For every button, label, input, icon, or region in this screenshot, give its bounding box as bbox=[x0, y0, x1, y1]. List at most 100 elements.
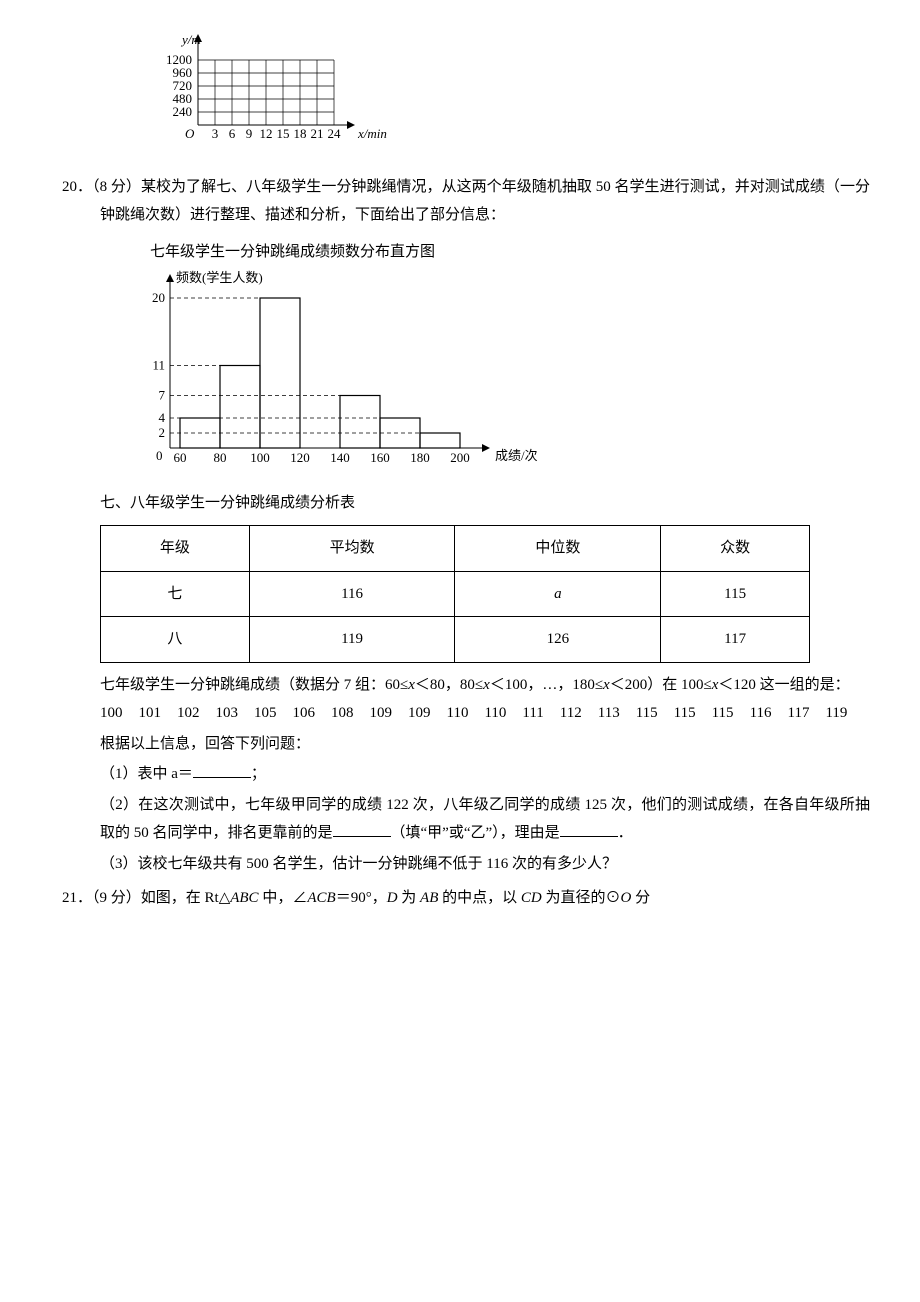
q21-i: 的中点，以 bbox=[438, 890, 521, 906]
q21-j: CD bbox=[521, 890, 542, 906]
table-cell: 八 bbox=[101, 617, 250, 663]
q20-histogram: 七年级学生一分钟跳绳成绩频数分布直方图 频数(学生人数) 0 60 80 100 12… bbox=[140, 238, 870, 479]
svg-text:6: 6 bbox=[229, 126, 236, 141]
data-value: 101 bbox=[139, 699, 162, 728]
histogram-title: 七年级学生一分钟跳绳成绩频数分布直方图 bbox=[150, 238, 870, 267]
table-header: 众数 bbox=[661, 526, 810, 572]
svg-text:12: 12 bbox=[260, 126, 273, 141]
data-value: 113 bbox=[598, 699, 620, 728]
q21: 21．（9 分）如图，在 Rt△ABC 中，∠ACB＝90°，D 为 AB 的中… bbox=[50, 884, 870, 913]
q20-table: 年级平均数中位数众数 七116a115 八119126117 bbox=[100, 525, 810, 663]
svg-text:24: 24 bbox=[328, 126, 342, 141]
table-cell: 117 bbox=[661, 617, 810, 663]
data-value: 106 bbox=[293, 699, 316, 728]
data-value: 119 bbox=[825, 699, 847, 728]
svg-text:18: 18 bbox=[294, 126, 307, 141]
table-cell: a bbox=[455, 571, 661, 617]
q21-k: 为直径的⊙ bbox=[542, 890, 621, 906]
data-value: 115 bbox=[674, 699, 696, 728]
svg-text:720: 720 bbox=[173, 78, 193, 93]
chart1-svg: y/m O x/min 2404807209601200 369 12 15 18 21… bbox=[150, 30, 400, 150]
q20-data-desc: 七年级学生一分钟跳绳成绩（数据分 7 组：60≤x＜80，80≤x＜100，…，… bbox=[50, 671, 870, 700]
svg-text:60: 60 bbox=[174, 450, 187, 465]
svg-text:9: 9 bbox=[246, 126, 253, 141]
svg-text:240: 240 bbox=[173, 104, 193, 119]
chart1-container: y/m O x/min 2404807209601200 369 12 15 18 21… bbox=[150, 30, 870, 161]
data-value: 112 bbox=[560, 699, 582, 728]
blank-a[interactable] bbox=[193, 762, 251, 778]
svg-text:80: 80 bbox=[214, 450, 227, 465]
svg-text:1200: 1200 bbox=[166, 52, 192, 67]
svg-text:20: 20 bbox=[152, 290, 165, 305]
q20-text: 某校为了解七、八年级学生一分钟跳绳情况，从这两个年级随机抽取 50 名学生进行测… bbox=[100, 179, 870, 224]
svg-text:140: 140 bbox=[330, 450, 350, 465]
data-value: 109 bbox=[370, 699, 393, 728]
svg-text:2: 2 bbox=[159, 425, 166, 440]
svg-text:480: 480 bbox=[173, 91, 193, 106]
data-value: 103 bbox=[216, 699, 239, 728]
data-value: 110 bbox=[447, 699, 469, 728]
svg-text:x/min: x/min bbox=[357, 126, 387, 141]
svg-text:200: 200 bbox=[450, 450, 470, 465]
q20-number: 20．（8 分） bbox=[62, 179, 141, 195]
svg-text:7: 7 bbox=[159, 388, 166, 403]
blank-b[interactable] bbox=[333, 821, 391, 837]
q21-a: 如图，在 Rt△ bbox=[141, 890, 230, 906]
data-value: 117 bbox=[788, 699, 810, 728]
q20-sub1: （1）表中 a＝ ； bbox=[50, 760, 870, 789]
q20-sub1-label: （1）表中 a＝ bbox=[100, 766, 193, 782]
q20-data-list: 1001011021031051061081091091101101111121… bbox=[50, 699, 870, 728]
q20-prompt: 根据以上信息，回答下列问题： bbox=[50, 730, 870, 759]
svg-text:160: 160 bbox=[370, 450, 390, 465]
table-cell: 126 bbox=[455, 617, 661, 663]
data-value: 110 bbox=[484, 699, 506, 728]
data-value: 105 bbox=[254, 699, 277, 728]
data-value: 100 bbox=[100, 699, 123, 728]
svg-text:21: 21 bbox=[311, 126, 324, 141]
q21-e: ＝90°， bbox=[336, 890, 387, 906]
svg-text:15: 15 bbox=[277, 126, 290, 141]
table-cell: 七 bbox=[101, 571, 250, 617]
table-header: 中位数 bbox=[455, 526, 661, 572]
svg-text:3: 3 bbox=[212, 126, 219, 141]
q21-b: ABC bbox=[230, 890, 258, 906]
svg-text:960: 960 bbox=[173, 65, 193, 80]
table-cell: 119 bbox=[249, 617, 455, 663]
q21-l: O bbox=[621, 890, 632, 906]
q20: 20．（8 分）某校为了解七、八年级学生一分钟跳绳情况，从这两个年级随机抽取 5… bbox=[50, 173, 870, 230]
q20-sub3: （3）该校七年级共有 500 名学生，估计一分钟跳绳不低于 116 次的有多少人… bbox=[50, 850, 870, 879]
q20-sub2-c: ． bbox=[618, 825, 633, 841]
data-value: 116 bbox=[750, 699, 772, 728]
table-cell: 115 bbox=[661, 571, 810, 617]
q21-h: AB bbox=[420, 890, 438, 906]
data-value: 109 bbox=[408, 699, 431, 728]
q20-sub2-b: （填“甲”或“乙”），理由是 bbox=[391, 825, 560, 841]
q21-m: 分 bbox=[631, 890, 650, 906]
svg-text:100: 100 bbox=[250, 450, 270, 465]
q21-g: 为 bbox=[398, 890, 421, 906]
data-value: 102 bbox=[177, 699, 200, 728]
table-header: 年级 bbox=[101, 526, 250, 572]
svg-text:180: 180 bbox=[410, 450, 430, 465]
svg-text:120: 120 bbox=[290, 450, 310, 465]
q21-c: 中，∠ bbox=[259, 890, 308, 906]
svg-text:11: 11 bbox=[152, 358, 165, 373]
q21-f: D bbox=[387, 890, 398, 906]
svg-text:O: O bbox=[185, 126, 195, 141]
histogram-svg: 频数(学生人数) 0 60 80 100 120 140 160 180 200 24 7 11 2… bbox=[140, 268, 560, 468]
data-value: 115 bbox=[636, 699, 658, 728]
svg-text:y/m: y/m bbox=[180, 32, 201, 47]
q20-sub1-after: ； bbox=[251, 766, 266, 782]
q20-table-title: 七、八年级学生一分钟跳绳成绩分析表 bbox=[50, 489, 870, 518]
svg-text:4: 4 bbox=[159, 410, 166, 425]
data-value: 111 bbox=[522, 699, 543, 728]
blank-c[interactable] bbox=[560, 821, 618, 837]
svg-text:频数(学生人数): 频数(学生人数) bbox=[176, 270, 263, 285]
q20-sub2: （2）在这次测试中，七年级甲同学的成绩 122 次，八年级乙同学的成绩 125 … bbox=[50, 791, 870, 848]
svg-text:0: 0 bbox=[156, 448, 163, 463]
q21-number: 21．（9 分） bbox=[62, 890, 141, 906]
table-header: 平均数 bbox=[249, 526, 455, 572]
q21-d: ACB bbox=[307, 890, 335, 906]
data-value: 115 bbox=[712, 699, 734, 728]
svg-text:成绩/次: 成绩/次 bbox=[495, 448, 538, 463]
